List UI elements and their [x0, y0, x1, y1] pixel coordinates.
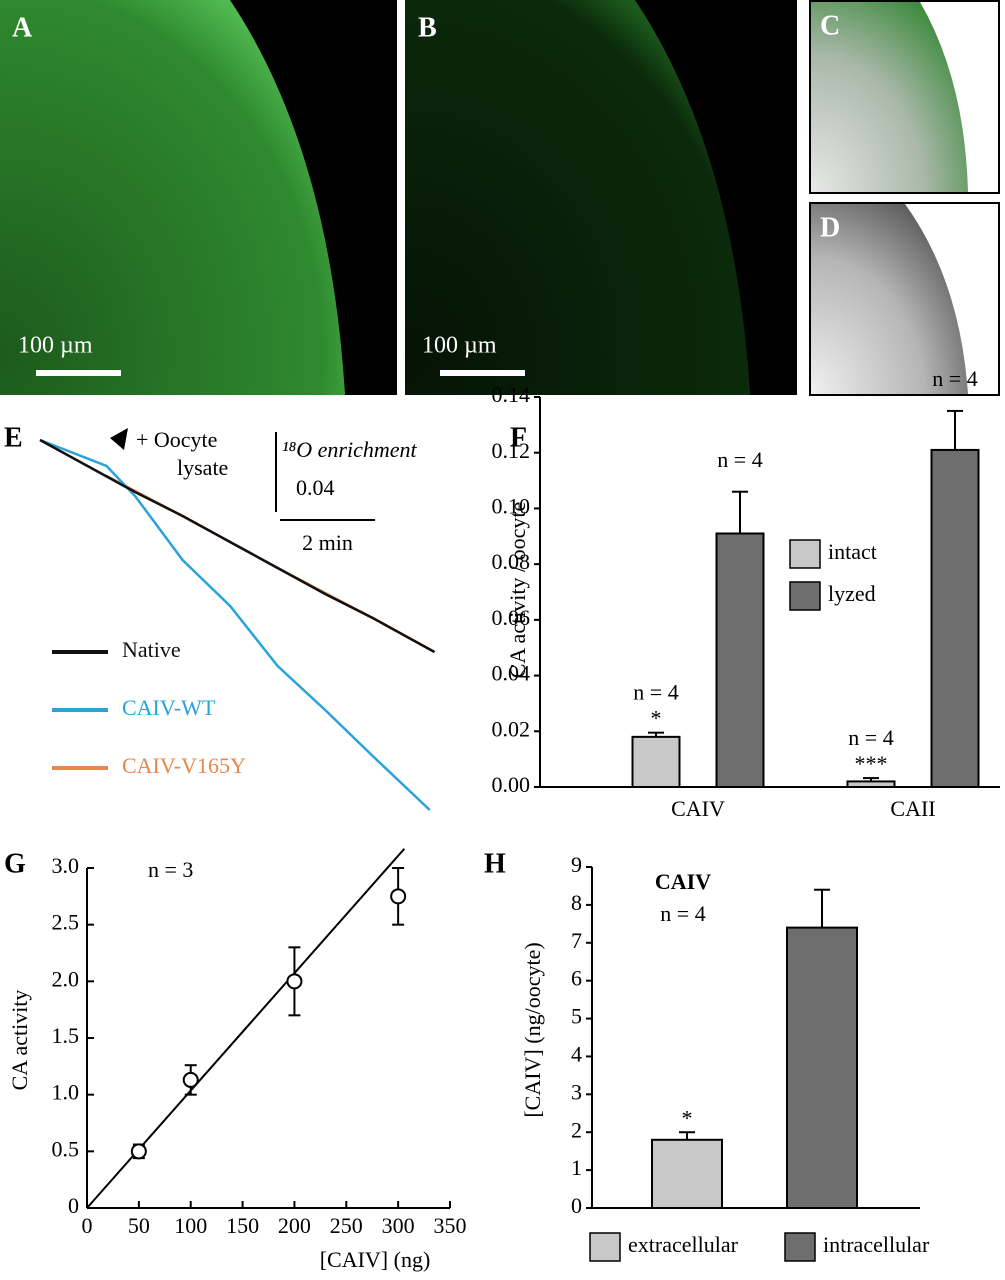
bar — [715, 532, 765, 788]
x-tick-label: 0 — [82, 1213, 93, 1238]
series-line — [39, 438, 431, 811]
data-point — [182, 1071, 199, 1088]
panel-letter: H — [484, 848, 506, 879]
panel-letter: C — [820, 10, 840, 41]
data-point — [130, 1143, 147, 1160]
bar — [651, 1138, 723, 1210]
bar — [930, 448, 980, 788]
y-tick-label: 1 — [571, 1155, 582, 1180]
scale-bar-label: 2 min — [302, 530, 353, 555]
y-tick-label: 0.12 — [492, 438, 531, 463]
scale-bar-name: ¹⁸O enrichment — [282, 437, 417, 462]
n-label: n = 4 — [848, 725, 893, 750]
panel-letter: D — [820, 212, 840, 243]
y-tick-label: 0.06 — [492, 605, 531, 630]
chart-title: CAIV — [655, 869, 711, 894]
image-b — [405, 0, 797, 395]
x-axis-label: [CAIV] (ng) — [320, 1247, 431, 1272]
n-label: n = 4 — [932, 366, 977, 391]
x-tick-label: 50 — [128, 1213, 150, 1238]
legend-label: intracellular — [823, 1232, 930, 1257]
x-tick-label: 300 — [382, 1213, 415, 1238]
y-tick-label: 2 — [571, 1117, 582, 1142]
significance: * — [682, 1105, 693, 1130]
y-tick-label: 0.04 — [492, 661, 531, 686]
arrowhead — [110, 428, 128, 450]
bar — [786, 926, 858, 1209]
y-tick-label: 2.5 — [52, 910, 80, 935]
scale-bar-label: 100 µm — [422, 333, 497, 359]
x-tick-label: 250 — [330, 1213, 363, 1238]
image-c — [809, 0, 1000, 194]
legend-label: intact — [828, 539, 877, 564]
bar — [846, 780, 896, 789]
y-tick-label: 0.5 — [52, 1136, 80, 1161]
x-tick-label: 350 — [434, 1213, 467, 1238]
y-tick-label: 8 — [571, 890, 582, 915]
legend-label: extracellular — [628, 1232, 739, 1257]
bar — [631, 735, 681, 788]
y-tick-label: 7 — [571, 928, 582, 953]
data-point — [286, 973, 303, 990]
scale-bar-label: 0.04 — [296, 475, 335, 500]
y-tick-label: 0 — [68, 1193, 79, 1218]
panel-letter: B — [418, 12, 437, 43]
y-tick-label: 0 — [571, 1193, 582, 1218]
panel-letter: A — [12, 12, 33, 43]
image-a — [0, 0, 397, 395]
annotation: lysate — [177, 455, 228, 480]
panel-letter: E — [4, 422, 23, 453]
scale-bar-label: 100 µm — [18, 333, 93, 359]
data-point — [390, 888, 407, 905]
legend-label: lyzed — [828, 581, 876, 606]
y-tick-label: 0.14 — [492, 382, 531, 407]
x-tick-label: 200 — [278, 1213, 311, 1238]
panel-letter: G — [4, 848, 26, 879]
panel-letter: F — [510, 422, 527, 453]
significance: *** — [855, 751, 888, 776]
legend-swatch — [589, 1232, 621, 1262]
y-tick-label: 0.10 — [492, 493, 531, 518]
y-tick-label: 1.0 — [52, 1080, 80, 1105]
legend-label: CAIV-V165Y — [122, 753, 246, 778]
y-tick-label: 1.5 — [52, 1023, 80, 1048]
x-tick-label: CAIV — [671, 796, 725, 821]
y-tick-label: 3 — [571, 1079, 582, 1104]
annotation: + Oocyte — [136, 427, 217, 452]
annotation: n = 3 — [148, 857, 193, 882]
y-tick-label: 0.02 — [492, 716, 531, 741]
legend-swatch — [789, 581, 821, 611]
y-tick-label: 3.0 — [52, 853, 80, 878]
y-axis-label: [CAIV] (ng/oocyte) — [520, 942, 545, 1117]
y-tick-label: 4 — [571, 1041, 582, 1066]
y-axis-label: CA activity — [7, 990, 32, 1091]
y-tick-label: 0.08 — [492, 549, 531, 574]
x-tick-label: 150 — [226, 1213, 259, 1238]
n-label: n = 4 — [633, 680, 678, 705]
legend-label: Native — [122, 637, 181, 662]
n-label: n = 4 — [717, 447, 762, 472]
y-axis-label: CA activity / oocyte — [505, 502, 530, 679]
y-tick-label: 0.00 — [492, 772, 531, 797]
y-tick-label: 2.0 — [52, 966, 80, 991]
legend-swatch — [789, 539, 821, 569]
significance: * — [651, 706, 662, 731]
series-line — [39, 438, 436, 654]
y-tick-label: 6 — [571, 966, 582, 991]
x-tick-label: CAII — [890, 796, 935, 821]
annotation: n = 4 — [660, 901, 705, 926]
legend-swatch — [784, 1232, 816, 1262]
x-tick-label: 100 — [174, 1213, 207, 1238]
y-tick-label: 9 — [571, 852, 582, 877]
y-tick-label: 5 — [571, 1004, 582, 1029]
legend-label: CAIV-WT — [122, 695, 216, 720]
image-d — [809, 202, 1000, 396]
